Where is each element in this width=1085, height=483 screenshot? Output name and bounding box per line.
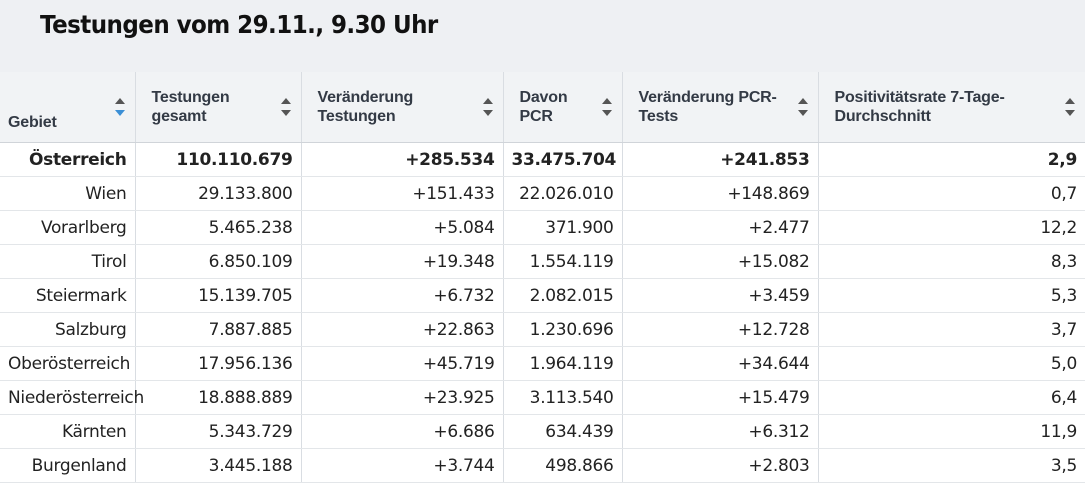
column-header-testungen-gesamt[interactable]: Testungen gesamt	[135, 72, 301, 143]
data-table: Gebiet Testungen gesamt Veränderung Test…	[0, 72, 1085, 483]
sort-icon[interactable]	[281, 98, 291, 116]
cell-gebiet: Niederösterreich	[0, 381, 135, 415]
column-header-label: Veränderung PCR-Tests	[623, 88, 818, 126]
table-cell: 6.850.109	[135, 245, 301, 279]
table-cell: 3,5	[818, 449, 1085, 483]
table-cell: 5,3	[818, 279, 1085, 313]
table-cell: 0,7	[818, 177, 1085, 211]
cell-gebiet: Tirol	[0, 245, 135, 279]
table-cell: 5,0	[818, 347, 1085, 381]
table-cell: +3.459	[622, 279, 818, 313]
table-cell: +2.803	[622, 449, 818, 483]
table-cell: 29.133.800	[135, 177, 301, 211]
sort-icon[interactable]	[1065, 98, 1075, 116]
table-cell: +22.863	[301, 313, 503, 347]
table-cell: +285.534	[301, 143, 503, 177]
table-cell: 371.900	[503, 211, 622, 245]
table-cell: +45.719	[301, 347, 503, 381]
column-header-veraenderung-testungen[interactable]: Veränderung Testungen	[301, 72, 503, 143]
table-cell: 2.082.015	[503, 279, 622, 313]
table-cell: 2,9	[818, 143, 1085, 177]
table-header-row: Gebiet Testungen gesamt Veränderung Test…	[0, 72, 1085, 143]
table-cell: +148.869	[622, 177, 818, 211]
table-cell: +12.728	[622, 313, 818, 347]
table-cell: 634.439	[503, 415, 622, 449]
table-cell: 6,4	[818, 381, 1085, 415]
page-header: Testungen vom 29.11., 9.30 Uhr	[0, 0, 1085, 73]
sort-icon[interactable]	[602, 98, 612, 116]
table-cell: 3.113.540	[503, 381, 622, 415]
table-cell: +15.082	[622, 245, 818, 279]
table-cell: 1.964.119	[503, 347, 622, 381]
cell-gebiet: Oberösterreich	[0, 347, 135, 381]
table-cell: 11,9	[818, 415, 1085, 449]
table-cell: 7.887.885	[135, 313, 301, 347]
sort-icon[interactable]	[798, 98, 808, 116]
table-cell: 498.866	[503, 449, 622, 483]
cell-gebiet: Burgenland	[0, 449, 135, 483]
sort-icon[interactable]	[483, 98, 493, 116]
page-title: Testungen vom 29.11., 9.30 Uhr	[40, 10, 438, 39]
cell-gebiet: Österreich	[0, 143, 135, 177]
table-cell: 22.026.010	[503, 177, 622, 211]
table-cell: +151.433	[301, 177, 503, 211]
table-cell: 1.554.119	[503, 245, 622, 279]
column-header-davon-pcr[interactable]: Davon PCR	[503, 72, 622, 143]
table-cell: +15.479	[622, 381, 818, 415]
table-cell: +23.925	[301, 381, 503, 415]
cell-gebiet: Steiermark	[0, 279, 135, 313]
table-cell: 8,3	[818, 245, 1085, 279]
column-header-label: Veränderung Testungen	[302, 88, 503, 126]
table-cell: +6.686	[301, 415, 503, 449]
table-cell: 12,2	[818, 211, 1085, 245]
table-cell: 15.139.705	[135, 279, 301, 313]
sort-icon[interactable]	[115, 98, 125, 116]
column-header-veraenderung-pcr-tests[interactable]: Veränderung PCR-Tests	[622, 72, 818, 143]
table-cell: +3.744	[301, 449, 503, 483]
table-cell: 33.475.704	[503, 143, 622, 177]
table-cell: +19.348	[301, 245, 503, 279]
table-cell: 5.343.729	[135, 415, 301, 449]
table-cell: 18.888.889	[135, 381, 301, 415]
table-cell: +6.732	[301, 279, 503, 313]
table-cell: 5.465.238	[135, 211, 301, 245]
table-cell: 17.956.136	[135, 347, 301, 381]
table-cell: +241.853	[622, 143, 818, 177]
column-header-gebiet[interactable]: Gebiet	[0, 72, 135, 143]
table-cell: 3,7	[818, 313, 1085, 347]
column-header-positivitaetsrate[interactable]: Positivitätsrate 7-Tage-Durchschnitt	[818, 72, 1085, 143]
table-cell: +6.312	[622, 415, 818, 449]
cell-gebiet: Wien	[0, 177, 135, 211]
table-cell: +5.084	[301, 211, 503, 245]
table-cell: +2.477	[622, 211, 818, 245]
cell-gebiet: Kärnten	[0, 415, 135, 449]
cell-gebiet: Salzburg	[0, 313, 135, 347]
table-cell: 1.230.696	[503, 313, 622, 347]
table-cell: 3.445.188	[135, 449, 301, 483]
table-cell: 110.110.679	[135, 143, 301, 177]
table-cell: +34.644	[622, 347, 818, 381]
column-header-label: Testungen gesamt	[136, 88, 301, 126]
column-header-label: Positivitätsrate 7-Tage-Durchschnitt	[819, 88, 1085, 126]
cell-gebiet: Vorarlberg	[0, 211, 135, 245]
